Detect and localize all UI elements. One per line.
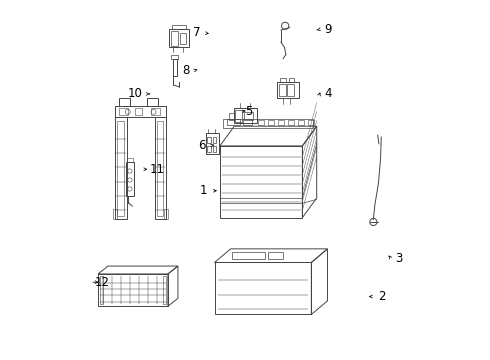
Bar [288, 120, 294, 125]
Bar [235, 110, 243, 122]
Text: 11: 11 [150, 163, 165, 176]
Bar [119, 98, 129, 107]
Bar [119, 108, 128, 116]
Text: 5: 5 [245, 105, 252, 118]
Text: 10: 10 [128, 87, 143, 100]
Bar [278, 120, 284, 125]
Bar [164, 209, 168, 220]
Text: 6: 6 [198, 139, 205, 152]
Bar [269, 252, 283, 259]
Bar [172, 25, 186, 30]
Text: 4: 4 [324, 87, 331, 100]
Bar [277, 82, 299, 98]
Bar [127, 158, 133, 162]
Bar [135, 108, 142, 116]
Text: 8: 8 [182, 64, 190, 77]
Bar [113, 209, 117, 220]
Text: 9: 9 [324, 23, 331, 36]
Bar [223, 119, 313, 128]
Bar [205, 134, 219, 154]
Bar [289, 78, 294, 82]
Text: 3: 3 [395, 252, 403, 265]
Bar [227, 119, 240, 126]
Bar [115, 107, 166, 117]
Bar [220, 146, 302, 218]
Bar [213, 145, 216, 152]
Bar [147, 98, 158, 107]
Text: 7: 7 [193, 27, 200, 40]
Bar [100, 276, 103, 305]
Bar [298, 120, 304, 125]
Bar [115, 117, 126, 220]
Bar [171, 55, 178, 59]
Bar [207, 145, 211, 152]
Text: 12: 12 [95, 276, 109, 289]
Text: 1: 1 [200, 184, 207, 197]
Bar [172, 59, 177, 76]
Bar [308, 120, 314, 125]
Bar [207, 137, 211, 143]
Bar [232, 252, 265, 259]
Bar [279, 84, 286, 96]
Bar [245, 112, 253, 121]
Text: 2: 2 [378, 290, 385, 303]
Bar [98, 274, 168, 306]
Bar [215, 262, 311, 315]
Bar [163, 276, 166, 305]
Bar [229, 113, 234, 121]
Bar [126, 162, 134, 196]
Bar [151, 108, 160, 116]
Bar [213, 137, 216, 143]
Bar [268, 120, 274, 125]
Bar [157, 121, 163, 216]
Bar [243, 119, 252, 126]
Bar [155, 117, 166, 220]
Bar [169, 30, 189, 47]
Bar [258, 120, 264, 125]
Bar [287, 84, 294, 96]
Bar [234, 108, 257, 123]
Bar [280, 78, 286, 82]
Bar [180, 33, 186, 44]
Bar [117, 121, 124, 216]
Bar [171, 31, 178, 45]
